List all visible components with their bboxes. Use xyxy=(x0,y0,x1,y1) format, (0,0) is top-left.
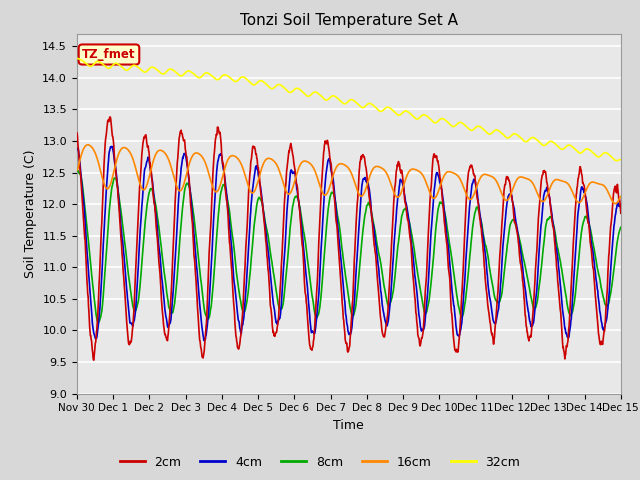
X-axis label: Time: Time xyxy=(333,419,364,432)
Legend: 2cm, 4cm, 8cm, 16cm, 32cm: 2cm, 4cm, 8cm, 16cm, 32cm xyxy=(115,451,525,474)
Text: TZ_fmet: TZ_fmet xyxy=(82,48,136,61)
Y-axis label: Soil Temperature (C): Soil Temperature (C) xyxy=(24,149,36,278)
Title: Tonzi Soil Temperature Set A: Tonzi Soil Temperature Set A xyxy=(240,13,458,28)
